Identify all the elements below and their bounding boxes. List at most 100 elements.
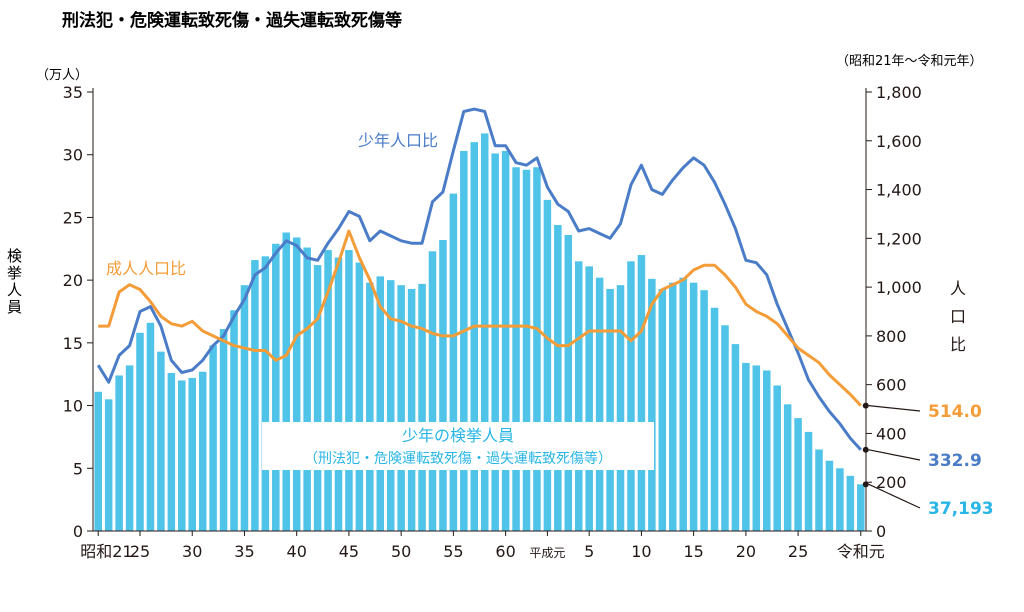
x-axis-tick-label: 10 <box>631 542 651 561</box>
bar <box>178 380 186 531</box>
x-axis-tick-label: 平成元 <box>529 546 565 560</box>
left-axis-unit: （万人） <box>36 68 88 83</box>
x-axis-tick-label: 25 <box>788 542 808 561</box>
right-axis-tick-label: 1,600 <box>876 132 922 151</box>
bar <box>595 277 604 531</box>
end-marker <box>862 481 869 488</box>
bar <box>397 285 405 531</box>
left-axis-tick-label: 25 <box>63 208 83 227</box>
left-axis-tick-label: 10 <box>63 397 83 416</box>
bar <box>794 418 802 531</box>
bar <box>292 237 301 532</box>
x-axis-tick-label: 昭和21 <box>80 542 132 561</box>
bar <box>512 167 520 531</box>
left-axis-tick-label: 15 <box>63 334 83 353</box>
left-axis-tick-label: 5 <box>73 459 83 478</box>
end-marker <box>862 446 869 453</box>
x-axis-tick-label: 35 <box>234 542 254 561</box>
bar <box>324 250 332 532</box>
right-axis-tick-label: 1,800 <box>876 83 922 102</box>
bar <box>345 250 353 532</box>
x-axis-tick-label: 25 <box>130 542 150 561</box>
bar <box>230 310 238 531</box>
right-axis-tick-label: 1,400 <box>876 181 922 200</box>
bar <box>658 288 667 531</box>
bar <box>428 251 437 531</box>
bar <box>606 288 614 531</box>
bar <box>689 282 698 531</box>
bar <box>470 142 479 531</box>
bar <box>366 282 374 531</box>
adult-ratio-line <box>98 229 862 407</box>
x-axis-tick-label: 55 <box>443 542 463 561</box>
bar <box>157 351 165 531</box>
bar <box>188 377 196 531</box>
bar-series-subname: （刑法犯・危険運転致死傷・過失運転致死傷等） <box>304 450 612 467</box>
bar <box>282 232 291 532</box>
bar <box>564 234 573 531</box>
bar-legend-box <box>262 422 654 470</box>
left-axis-tick-label: 30 <box>63 146 83 165</box>
right-axis-tick-label: 1,000 <box>876 278 922 297</box>
bar <box>376 276 385 531</box>
bar <box>533 167 541 531</box>
right-axis-tick-label: 1,200 <box>876 229 922 248</box>
bar <box>773 385 781 531</box>
left-axis-tick-label: 20 <box>63 271 83 290</box>
left-axis-tick-label: 0 <box>73 522 83 541</box>
right-axis-label-char: 人 <box>950 279 966 298</box>
x-axis-tick-label: 令和元 <box>837 542 885 561</box>
bar <box>616 285 625 531</box>
bar <box>554 224 562 531</box>
end-marker <box>862 402 869 409</box>
right-axis-tick-label: 800 <box>876 327 907 346</box>
bar <box>303 247 311 531</box>
x-axis-tick-label: 40 <box>287 542 307 561</box>
bar <box>637 255 646 532</box>
x-axis-tick-label: 5 <box>584 542 594 561</box>
bar <box>240 285 249 531</box>
bar <box>627 261 635 531</box>
bar <box>585 266 593 531</box>
bar <box>209 345 217 531</box>
adult-line-annotation: 成人人口比 <box>106 259 186 278</box>
bar <box>742 362 750 531</box>
bar <box>251 260 259 531</box>
leader-line <box>868 483 921 509</box>
bar <box>146 322 155 531</box>
bar <box>219 329 228 531</box>
bar <box>460 150 468 532</box>
bar <box>700 290 708 531</box>
bar <box>721 325 729 531</box>
bar <box>825 460 834 531</box>
end-value-label: 37,193 <box>928 499 994 519</box>
bar <box>407 288 416 531</box>
bar <box>857 484 865 531</box>
bar <box>418 283 426 531</box>
bar <box>763 370 771 531</box>
bar <box>543 199 552 531</box>
bar <box>522 169 531 531</box>
x-axis-tick-label: 60 <box>495 542 515 561</box>
bar <box>115 375 123 531</box>
right-axis-tick-label: 600 <box>876 376 907 395</box>
right-axis-label-char: 比 <box>950 335 966 354</box>
end-value-label: 332.9 <box>928 451 982 471</box>
bar <box>104 399 113 531</box>
bar <box>272 243 280 532</box>
x-axis-tick-label: 30 <box>182 542 202 561</box>
x-axis-tick-label: 15 <box>683 542 703 561</box>
right-axis-tick-label: 400 <box>876 424 907 443</box>
period-note: （昭和21年～令和元年） <box>836 54 983 69</box>
youth-ratio-line <box>96 107 862 451</box>
bar <box>491 153 499 531</box>
bar <box>167 372 176 531</box>
bar <box>846 475 855 531</box>
bar <box>804 431 813 531</box>
right-axis-label-char: 口 <box>950 307 966 326</box>
bar <box>334 257 343 531</box>
leader-line <box>868 449 921 461</box>
left-axis-label: 検挙人員 <box>5 248 23 316</box>
bar <box>386 280 395 531</box>
